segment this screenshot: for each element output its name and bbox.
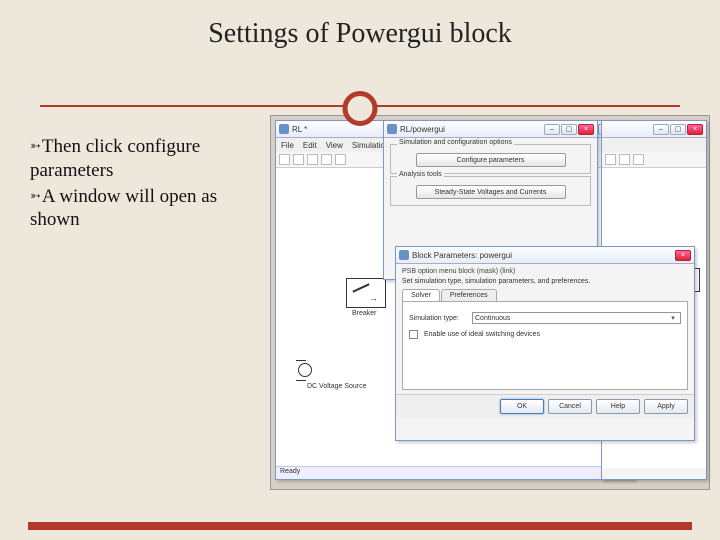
- bullet-item: ➳Then click configure parameters: [30, 135, 265, 183]
- dialog-title: Block Parameters: powergui: [412, 251, 675, 260]
- steady-state-button[interactable]: Steady-State Voltages and Currents: [416, 185, 566, 199]
- slide: Settings of Powergui block ➳Then click c…: [0, 0, 720, 540]
- toolbar-icon[interactable]: [293, 154, 304, 165]
- menu-edit[interactable]: Edit: [303, 141, 317, 150]
- minimize-button[interactable]: –: [544, 124, 560, 135]
- app-icon: [279, 124, 289, 134]
- help-button[interactable]: Help: [596, 399, 640, 414]
- dc-source-block[interactable]: [298, 363, 312, 377]
- checkbox-label: Enable use of ideal switching devices: [424, 331, 540, 338]
- ideal-switching-checkbox[interactable]: [409, 330, 418, 339]
- titlebar[interactable]: RL/powergui – ▢ ×: [384, 121, 597, 138]
- toolbar: [602, 152, 706, 168]
- toolbar-icon[interactable]: [633, 154, 644, 165]
- slide-title: Settings of Powergui block: [0, 18, 720, 50]
- bullet-icon: ➳: [30, 138, 41, 153]
- chevron-down-icon: ▾: [668, 314, 678, 322]
- tab-row: Solver Preferences: [402, 289, 688, 302]
- bullet-icon: ➳: [30, 188, 41, 203]
- close-button[interactable]: ×: [675, 250, 691, 261]
- toolbar-icon[interactable]: [307, 154, 318, 165]
- block-label: DC Voltage Source: [307, 383, 367, 390]
- sim-type-combo[interactable]: Continuous ▾: [472, 312, 681, 324]
- toolbar-icon[interactable]: [335, 154, 346, 165]
- group-label: Analysis tools: [397, 171, 444, 178]
- close-button[interactable]: ×: [578, 124, 594, 135]
- titlebar[interactable]: Block Parameters: powergui ×: [396, 247, 694, 264]
- dialog-subtitle: PSB option menu block (mask) (link): [402, 268, 688, 275]
- app-icon: [387, 124, 397, 134]
- maximize-button[interactable]: ▢: [561, 124, 577, 135]
- screenshot-area: RL * – ▢ × File Edit View Simulation: [270, 115, 710, 490]
- toolbar-icon[interactable]: [619, 154, 630, 165]
- minimize-button[interactable]: –: [653, 124, 669, 135]
- dialog-body: PSB option menu block (mask) (link) Set …: [396, 264, 694, 394]
- menu-view[interactable]: View: [326, 141, 343, 150]
- window-title: RL/powergui: [400, 125, 544, 134]
- title-area: Settings of Powergui block: [0, 0, 720, 50]
- group-label: Simulation and configuration options: [397, 139, 514, 146]
- titlebar[interactable]: – ▢ ×: [602, 121, 706, 138]
- toolbar-icon[interactable]: [279, 154, 290, 165]
- sim-type-label: Simulation type:: [409, 315, 469, 322]
- configure-parameters-button[interactable]: Configure parameters: [416, 153, 566, 167]
- ok-button[interactable]: OK: [500, 399, 544, 414]
- tab-preferences[interactable]: Preferences: [441, 289, 497, 301]
- dialog-desc: Set simulation type, simulation paramete…: [402, 278, 688, 285]
- menu-file[interactable]: File: [281, 141, 294, 150]
- close-button[interactable]: ×: [687, 124, 703, 135]
- bullet-list: ➳Then click configure parameters ➳A wind…: [30, 135, 265, 234]
- config-group: Simulation and configuration options Con…: [390, 144, 591, 174]
- toolbar-icon[interactable]: [321, 154, 332, 165]
- ring-ornament: [343, 91, 378, 126]
- apply-button[interactable]: Apply: [644, 399, 688, 414]
- footer-accent-bar: [28, 522, 692, 530]
- analysis-group: Analysis tools Steady-State Voltages and…: [390, 176, 591, 206]
- maximize-button[interactable]: ▢: [670, 124, 686, 135]
- app-icon: [399, 250, 409, 260]
- cancel-button[interactable]: Cancel: [548, 399, 592, 414]
- tab-solver[interactable]: Solver: [402, 289, 440, 301]
- block-parameters-dialog: Block Parameters: powergui × PSB option …: [395, 246, 695, 441]
- tab-panel: Simulation type: Continuous ▾ Enable use…: [402, 302, 688, 390]
- bullet-item: ➳A window will open as shown: [30, 185, 265, 233]
- dialog-footer: OK Cancel Help Apply: [396, 394, 694, 418]
- toolbar-icon[interactable]: [605, 154, 616, 165]
- status-bar: Ready: [276, 466, 634, 479]
- block-label: Breaker: [352, 310, 377, 317]
- breaker-block[interactable]: [346, 278, 386, 308]
